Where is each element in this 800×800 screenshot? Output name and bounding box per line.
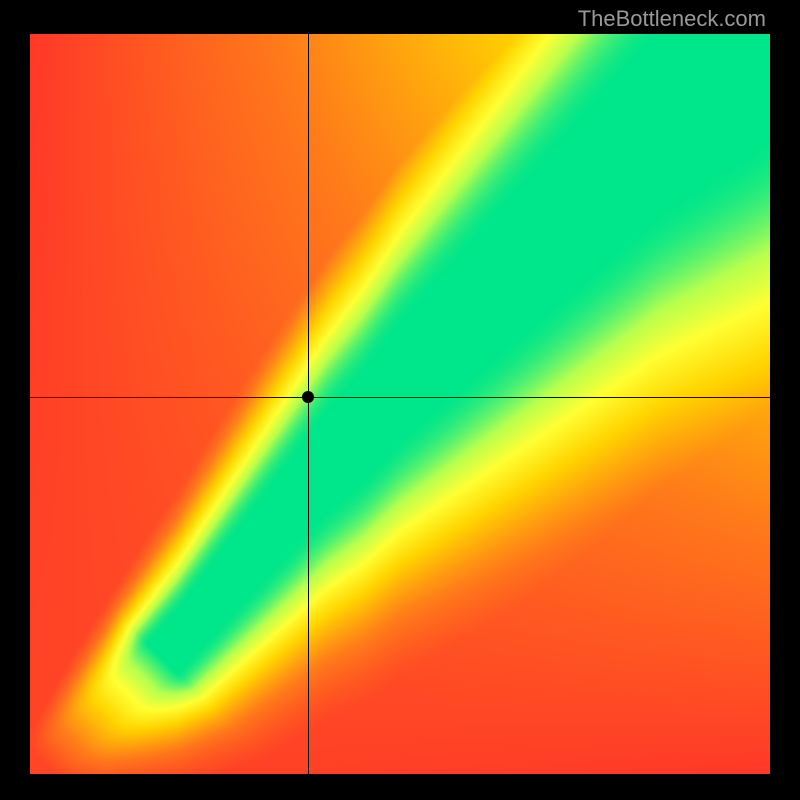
crosshair-marker [302,391,314,403]
watermark-text: TheBottleneck.com [578,6,766,32]
heatmap-plot [30,34,770,774]
crosshair-horizontal [30,397,770,398]
heatmap-canvas [30,34,770,774]
crosshair-vertical [308,34,309,774]
